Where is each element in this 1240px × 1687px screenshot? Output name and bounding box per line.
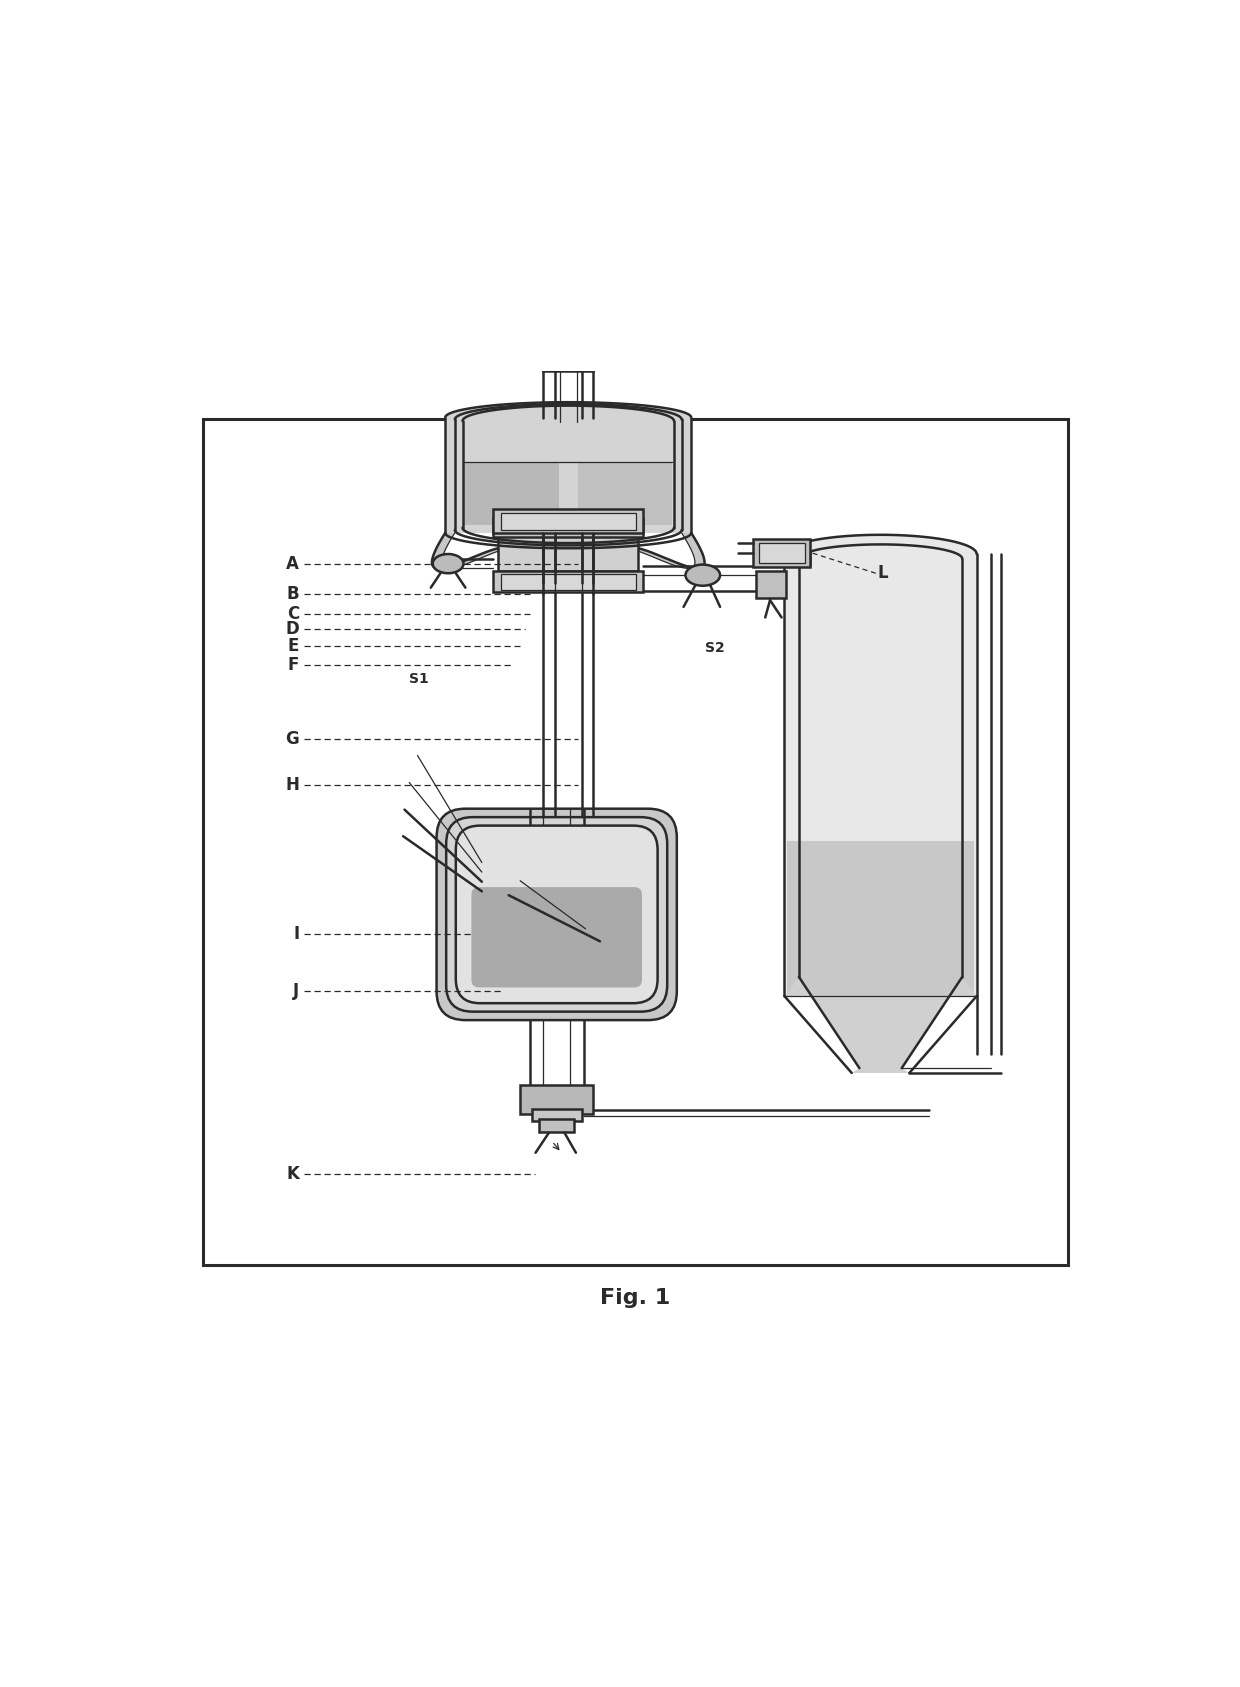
Text: S1: S1 (409, 671, 429, 687)
Text: J: J (293, 982, 299, 1000)
FancyBboxPatch shape (471, 887, 642, 987)
Text: G: G (285, 729, 299, 747)
Bar (759, 543, 805, 563)
Text: F: F (288, 656, 299, 673)
Bar (203, 420, 1068, 1265)
Text: A: A (286, 555, 299, 572)
Text: B: B (286, 585, 299, 604)
Bar (578, 462, 672, 525)
Text: I: I (293, 924, 299, 943)
Bar (445, 418, 691, 533)
Bar (753, 538, 811, 567)
Bar (539, 1118, 574, 1132)
Bar (755, 572, 786, 599)
Ellipse shape (785, 535, 977, 574)
Bar (498, 535, 639, 572)
Bar (465, 462, 558, 525)
Bar (494, 518, 644, 536)
Ellipse shape (433, 553, 464, 574)
Bar (521, 1085, 593, 1115)
Bar (787, 842, 973, 995)
Polygon shape (785, 977, 977, 1073)
Text: K: K (286, 1164, 299, 1183)
Text: E: E (288, 638, 299, 655)
Text: C: C (286, 604, 299, 623)
Bar (494, 572, 644, 592)
Bar (501, 574, 635, 589)
FancyBboxPatch shape (446, 817, 667, 1012)
Text: H: H (285, 776, 299, 793)
Text: S2: S2 (704, 641, 724, 655)
Bar (494, 509, 644, 533)
FancyBboxPatch shape (436, 808, 677, 1021)
Polygon shape (432, 533, 521, 582)
Ellipse shape (686, 565, 720, 585)
FancyBboxPatch shape (456, 825, 657, 1004)
Text: D: D (285, 621, 299, 638)
Bar (549, 354, 588, 361)
Ellipse shape (445, 402, 691, 434)
Bar (785, 553, 811, 565)
Bar (532, 1110, 582, 1122)
Text: Fig. 1: Fig. 1 (600, 1287, 671, 1307)
Text: L: L (878, 563, 888, 582)
Bar (785, 553, 977, 995)
Polygon shape (615, 533, 704, 582)
Bar (501, 513, 635, 530)
Bar (543, 361, 593, 371)
